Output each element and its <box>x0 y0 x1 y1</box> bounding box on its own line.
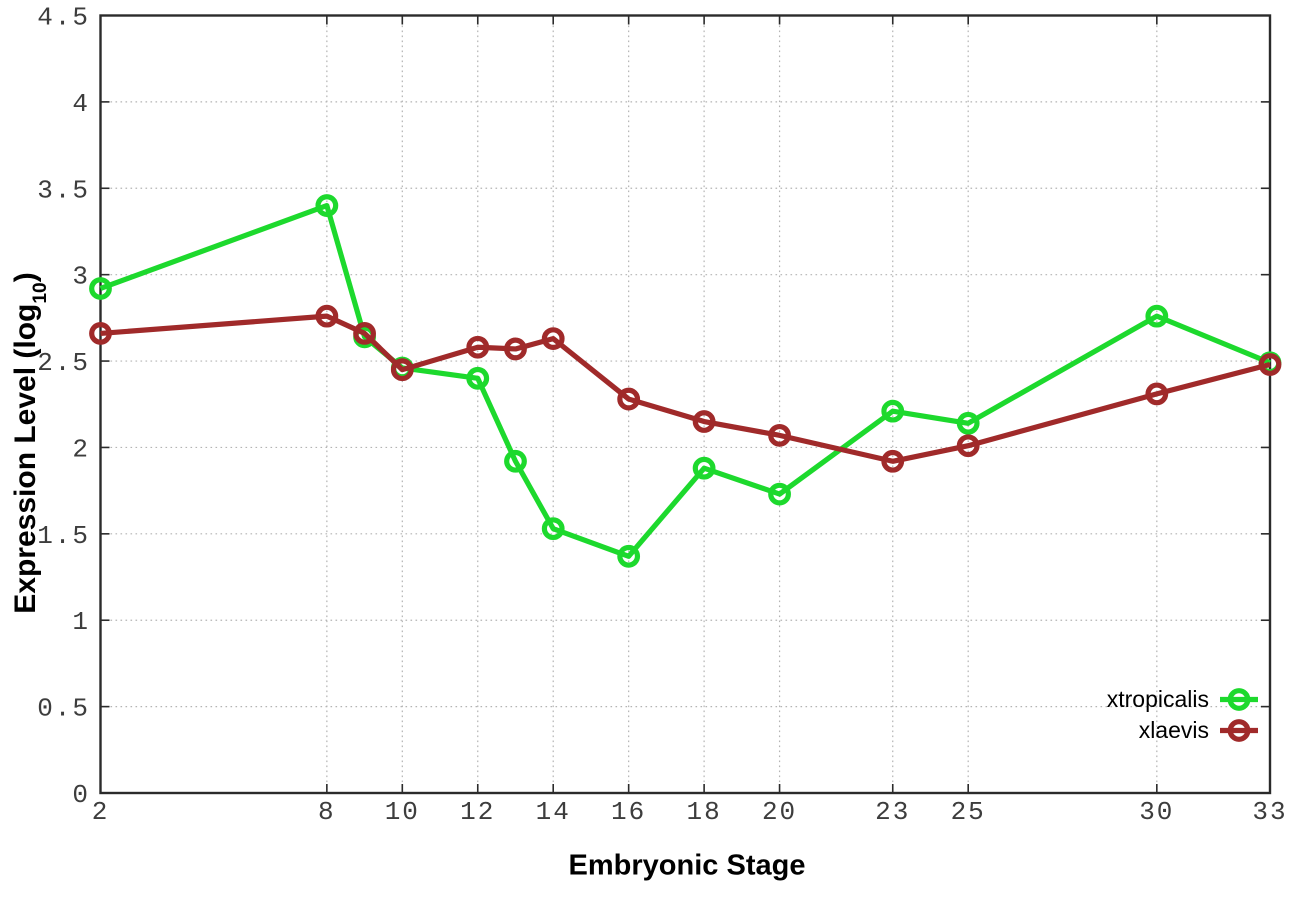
data-point-xlaevis <box>692 410 716 433</box>
data-point-xtropicalis <box>315 194 339 217</box>
x-tick-label: 10 <box>385 797 420 827</box>
data-point-xlaevis <box>956 434 980 458</box>
data-point-xtropicalis <box>692 456 716 480</box>
data-point-xlaevis <box>89 322 112 345</box>
plot-border <box>99 14 1272 795</box>
y-tick-label: 4.5 <box>37 3 90 33</box>
series-line-xtropicalis <box>99 202 1271 559</box>
x-axis-title: Embryonic Stage <box>568 849 806 882</box>
legend: xtropicalis xlaevis <box>1107 684 1259 746</box>
data-point-xtropicalis <box>617 544 641 568</box>
y-tick-label: 2.5 <box>37 348 90 378</box>
y-tick-label: 0.5 <box>37 694 90 724</box>
x-tick-label: 25 <box>951 797 986 827</box>
y-tick-label: 0 <box>72 780 90 810</box>
legend-label-xlaevis: xlaevis <box>1138 717 1209 743</box>
y-tick-label: 3 <box>72 262 90 292</box>
y-axis-title-close: ) <box>9 272 42 283</box>
x-tick-label: 18 <box>687 797 722 827</box>
legend-sample-icon-xtropicalis <box>1220 688 1258 711</box>
data-point-xlaevis <box>1258 353 1282 376</box>
y-axis-title-subscript: 10 <box>30 282 52 304</box>
y-tick-label: 4 <box>72 89 90 119</box>
data-point-xlaevis <box>768 423 791 447</box>
x-tick-label: 12 <box>460 797 495 827</box>
y-tick-label: 2 <box>72 434 90 464</box>
x-tick-label: 14 <box>536 797 571 827</box>
legend-sample-icon-xlaevis <box>1220 719 1258 742</box>
data-point-xlaevis <box>541 327 565 350</box>
data-point-xtropicalis <box>1145 304 1169 328</box>
x-tick-label: 23 <box>875 797 910 827</box>
data-point-xlaevis <box>617 387 641 411</box>
data-point-xtropicalis <box>881 399 905 423</box>
y-axis-title-text: Expression Level (log <box>9 303 42 614</box>
data-point-xtropicalis <box>541 517 565 541</box>
data-point-xtropicalis <box>504 449 527 473</box>
x-tick-label: 16 <box>611 797 646 827</box>
data-point-xlaevis <box>504 337 527 361</box>
data-point-xlaevis <box>390 358 414 382</box>
legend-row-xlaevis: xlaevis <box>1107 715 1259 746</box>
x-tick-label: 33 <box>1252 797 1287 827</box>
data-point-xlaevis <box>466 335 490 359</box>
y-tick-label: 1.5 <box>37 521 90 551</box>
series-line-xlaevis <box>100 313 1271 464</box>
data-point-xlaevis <box>315 304 339 328</box>
legend-sample-marker <box>1227 719 1251 742</box>
x-tick-label: 30 <box>1139 797 1174 827</box>
x-tick-label: 8 <box>318 797 336 827</box>
legend-sample-marker <box>1227 688 1251 711</box>
x-tick-label: 20 <box>762 797 797 827</box>
data-point-xlaevis <box>1145 382 1169 406</box>
x-tick-label: 2 <box>92 797 110 827</box>
data-point-xlaevis <box>881 449 905 473</box>
data-point-xtropicalis <box>466 366 490 390</box>
data-point-xtropicalis <box>89 277 112 300</box>
y-axis-title: Expression Level (log10) <box>9 272 51 614</box>
data-point-xtropicalis <box>956 411 980 435</box>
y-tick-label: 1 <box>72 607 90 637</box>
data-point-xtropicalis <box>768 482 791 506</box>
legend-label-xtropicalis: xtropicalis <box>1106 686 1209 712</box>
data-point-xlaevis <box>353 322 376 345</box>
y-tick-label: 3.5 <box>37 175 90 205</box>
legend-row-xtropicalis: xtropicalis <box>1107 684 1259 715</box>
